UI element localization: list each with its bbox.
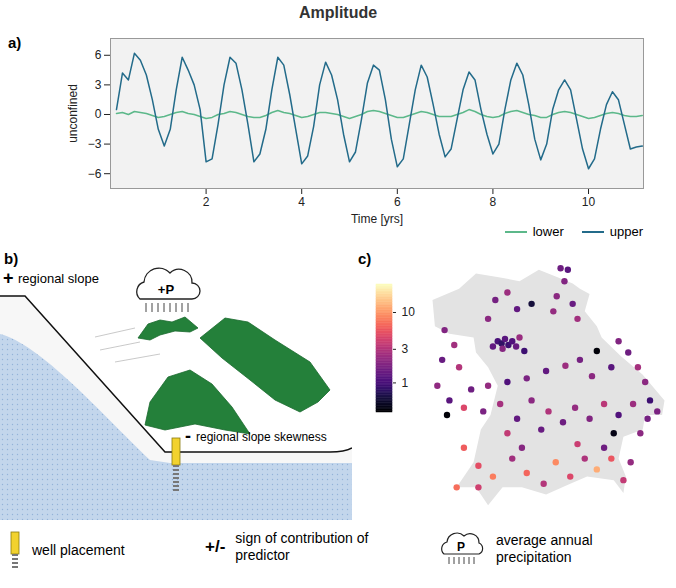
html-text:Amplitude: Amplitude <box>298 4 378 21</box>
html-text:sign of contribution of predic: sign of contribution of predictor <box>235 530 369 563</box>
svg-text:3: 3 <box>95 78 102 92</box>
svg-text:+: + <box>3 268 14 288</box>
svg-text:P: P <box>457 540 465 554</box>
svg-text:-: - <box>185 426 191 446</box>
html-text:upper: upper <box>609 224 643 239</box>
svg-text:regional slope: regional slope <box>18 271 99 286</box>
svg-text:1: 1 <box>402 376 409 390</box>
html-text:c): c) <box>358 250 372 267</box>
svg-text:+P: +P <box>158 282 175 297</box>
svg-text:0: 0 <box>95 107 102 121</box>
svg-text:6: 6 <box>95 48 102 62</box>
html-text:lower: lower <box>532 224 564 239</box>
svg-text:10: 10 <box>582 195 596 209</box>
html-text:b): b) <box>4 250 19 267</box>
svg-text:Time [yrs]: Time [yrs] <box>351 212 403 226</box>
svg-text:8: 8 <box>490 195 497 209</box>
svg-text:−3: −3 <box>88 137 102 151</box>
html-text:well placement: well placement <box>32 542 125 558</box>
svg-text:−6: −6 <box>88 167 102 181</box>
svg-text:10: 10 <box>402 305 416 319</box>
svg-text:unconfined: unconfined <box>66 84 80 143</box>
svg-text:6: 6 <box>394 195 401 209</box>
html-text:a): a) <box>8 34 22 51</box>
html-text:average annual precipitation: average annual precipitation <box>496 532 593 565</box>
svg-text:regional slope skewness: regional slope skewness <box>196 430 327 444</box>
svg-text:3: 3 <box>402 342 409 356</box>
svg-text:4: 4 <box>298 195 305 209</box>
svg-text:2: 2 <box>203 195 210 209</box>
